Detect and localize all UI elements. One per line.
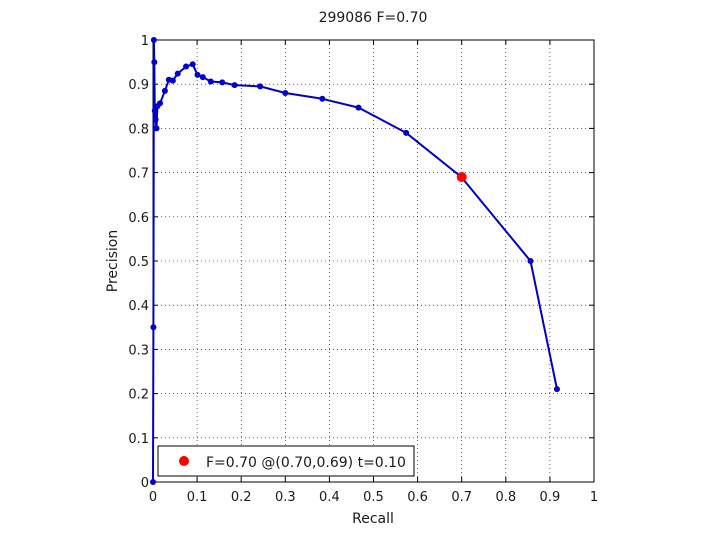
pr-curve-point (153, 125, 160, 132)
x-tick-label: 0 (149, 490, 157, 505)
pr-curve-point (154, 103, 161, 110)
legend-label: F=0.70 @(0.70,0.69) t=0.10 (206, 455, 406, 471)
y-tick-label: 0.4 (128, 299, 149, 314)
x-tick-label: 0.8 (495, 490, 516, 505)
pr-curve-point (152, 116, 159, 123)
best-f-point (456, 172, 467, 183)
pr-curve-point (231, 82, 238, 89)
pr-curve-point (189, 61, 196, 68)
pr-curve-point (282, 90, 289, 97)
pr-curve-point (150, 479, 156, 485)
y-tick-labels: 0 0.1 0.2 0.3 0.4 0.5 0.6 0.7 0.8 0.9 1 (128, 34, 149, 491)
x-axis-label: Recall (352, 511, 394, 527)
x-tick-label: 1 (590, 490, 598, 505)
pr-curve-point (161, 87, 168, 94)
pr-curve-point (527, 258, 534, 264)
pr-curve-point (151, 59, 158, 66)
pr-curve-point (199, 74, 206, 81)
pr-curve-point (150, 37, 157, 43)
pr-curve-point (553, 386, 560, 393)
pr-curve-point (151, 107, 158, 114)
x-tick-label: 0.4 (319, 490, 340, 505)
pr-curve-point (355, 104, 362, 111)
x-tick-labels: 0 0.1 0.2 0.3 0.4 0.5 0.6 0.7 0.8 0.9 1 (149, 490, 598, 505)
y-tick-label: 0.2 (128, 388, 149, 403)
x-tick-label: 0.3 (275, 490, 296, 505)
x-tick-label: 0.9 (540, 490, 561, 505)
y-tick-label: 0.5 (128, 255, 149, 270)
x-tick-label: 0.1 (187, 490, 208, 505)
legend: F=0.70 @(0.70,0.69) t=0.10 (157, 445, 415, 477)
x-tick-label: 0.2 (231, 490, 252, 505)
pr-curve-point (150, 324, 157, 331)
y-tick-label: 0 (141, 476, 149, 491)
x-tick-label: 0.5 (363, 490, 384, 505)
y-tick-label: 0.9 (128, 78, 149, 93)
y-tick-label: 0.7 (128, 167, 149, 182)
pr-curve-line (152, 39, 558, 483)
y-tick-label: 0.8 (128, 122, 149, 137)
pr-curve-point (165, 76, 172, 83)
pr-curve-point (319, 95, 326, 102)
x-tick-label: 0.7 (451, 490, 472, 505)
y-tick-label: 0.6 (128, 211, 149, 226)
pr-curve-point (174, 70, 181, 77)
y-tick-label: 1 (141, 34, 149, 49)
legend-marker (179, 456, 189, 466)
x-tick-label: 0.6 (407, 490, 428, 505)
legend-box (157, 445, 415, 477)
y-tick-label: 0.1 (128, 432, 149, 447)
pr-curve-point (403, 129, 410, 136)
chart-title: 299086 F=0.70 (319, 10, 428, 26)
y-tick-label: 0.3 (128, 343, 149, 358)
pr-curve-point (207, 78, 214, 85)
pr-curve-point (194, 71, 201, 78)
pr-curve-point (219, 79, 226, 86)
pr-curve-point (183, 63, 190, 70)
y-axis-label: Precision (105, 230, 121, 292)
grid-lines (153, 40, 594, 482)
pr-curve-point (257, 83, 264, 90)
highlight-layer (456, 172, 467, 183)
series-layer (150, 37, 560, 485)
